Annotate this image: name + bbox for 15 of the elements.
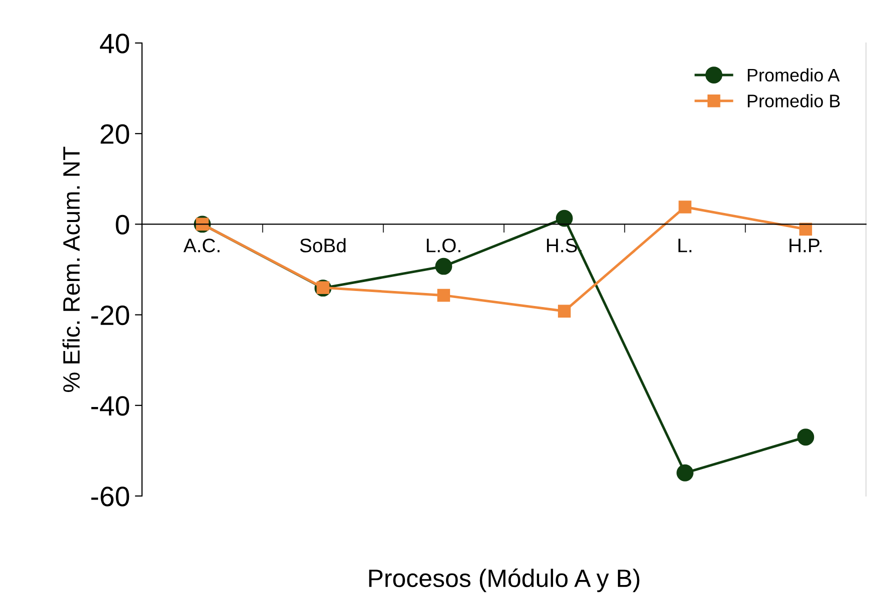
legend-label: Promedio A [748, 68, 840, 82]
y-tick-label: 40 [100, 34, 130, 54]
y-tick-label: -40 [91, 396, 130, 416]
y-tick-label: 0 [116, 214, 130, 235]
legend-label: Promedio B [748, 94, 840, 108]
x-tick-label: L.O. [426, 238, 460, 252]
y-tick-label: -20 [91, 305, 130, 326]
x-tick-label: L. [678, 238, 692, 252]
x-tick-label: A.C. [183, 238, 220, 252]
y-tick-label: 20 [100, 124, 130, 144]
y-tick-label: -60 [91, 486, 130, 506]
y-axis-title: % Efic. Rem. Acum. NT [62, 146, 80, 392]
x-axis-title: Procesos (Módulo A y B) [369, 568, 640, 592]
x-tick-label: H.P. [790, 238, 822, 252]
x-tick-label: SoBd [300, 238, 346, 252]
